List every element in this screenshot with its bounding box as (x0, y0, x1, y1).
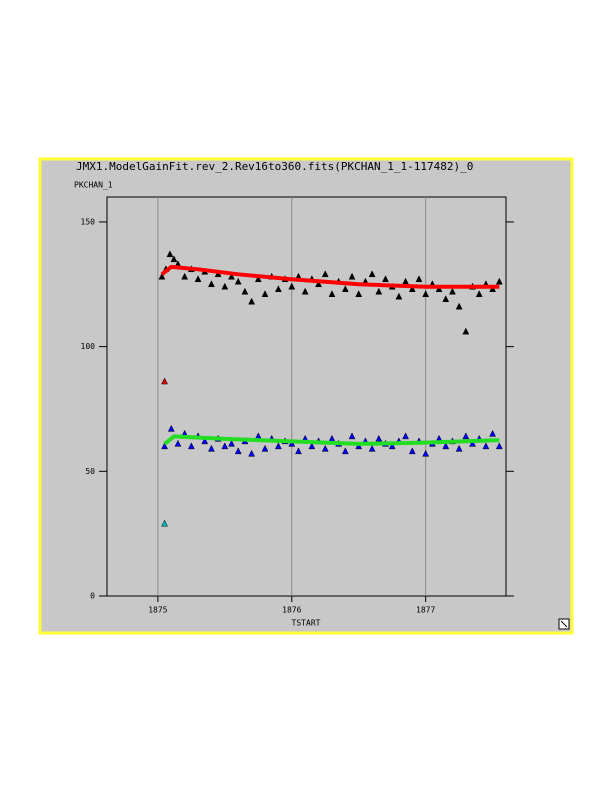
point (234, 447, 242, 455)
point (455, 302, 463, 310)
point (274, 442, 282, 450)
point (495, 442, 503, 450)
point (408, 447, 416, 455)
point (495, 277, 503, 285)
point (368, 270, 376, 278)
point (469, 439, 476, 447)
point (288, 282, 296, 290)
point (221, 282, 229, 290)
point (328, 290, 336, 298)
y-tick-label: 150 (81, 217, 96, 226)
point (248, 297, 256, 305)
point (368, 444, 376, 452)
point (475, 290, 483, 298)
point (442, 295, 450, 302)
point (408, 285, 416, 293)
point (241, 287, 249, 295)
point (375, 434, 383, 442)
point (482, 442, 490, 450)
point (382, 275, 389, 283)
point (301, 287, 309, 295)
point (422, 449, 430, 457)
point (261, 290, 269, 298)
y-tick-label: 50 (85, 467, 95, 476)
point (442, 442, 450, 450)
y-tick-label: 0 (90, 592, 95, 601)
point (462, 327, 470, 335)
point (181, 272, 189, 280)
panel (38, 157, 574, 635)
point (415, 275, 423, 283)
point (402, 432, 409, 440)
point (208, 444, 215, 452)
point (228, 272, 235, 280)
x-tick-label: 1876 (282, 606, 301, 615)
fit-line (163, 434, 500, 446)
point (395, 292, 403, 300)
plot-frame (106, 196, 507, 597)
point (455, 444, 463, 452)
point (208, 280, 215, 288)
point (248, 449, 256, 457)
point (174, 439, 182, 447)
point (201, 437, 209, 445)
point (261, 444, 269, 452)
point (462, 432, 470, 440)
y-axis-label: PKCHAN_1 (74, 181, 113, 190)
x-tick-label: 1875 (148, 606, 167, 615)
x-tick-label: 1877 (416, 606, 435, 615)
point (170, 255, 178, 263)
point (308, 442, 316, 450)
point (166, 250, 174, 258)
point (341, 447, 349, 455)
point (321, 270, 329, 278)
resize-icon[interactable] (558, 618, 570, 630)
point (348, 432, 356, 440)
point (341, 285, 349, 293)
point (161, 519, 168, 527)
point (158, 272, 166, 280)
point (315, 280, 322, 288)
point (161, 442, 168, 450)
point (321, 444, 329, 452)
point (161, 377, 168, 385)
point (187, 442, 195, 450)
point (228, 439, 235, 447)
x-axis-label: TSTART (292, 619, 321, 628)
point (489, 429, 497, 437)
point (194, 275, 202, 283)
point (348, 272, 356, 280)
point (449, 287, 456, 295)
y-tick-label: 100 (81, 342, 96, 351)
point (388, 442, 396, 450)
point (254, 275, 262, 283)
fit-line (160, 264, 500, 289)
chart-title: JMX1.ModelGainFit.rev_2.Rev16to360.fits(… (76, 160, 473, 173)
point (167, 424, 175, 432)
resize-arrow[interactable] (560, 620, 568, 628)
point (375, 287, 383, 295)
point (295, 447, 302, 455)
point (221, 442, 229, 450)
point (355, 290, 363, 298)
point (274, 285, 282, 293)
point (422, 290, 430, 298)
point (234, 277, 242, 285)
